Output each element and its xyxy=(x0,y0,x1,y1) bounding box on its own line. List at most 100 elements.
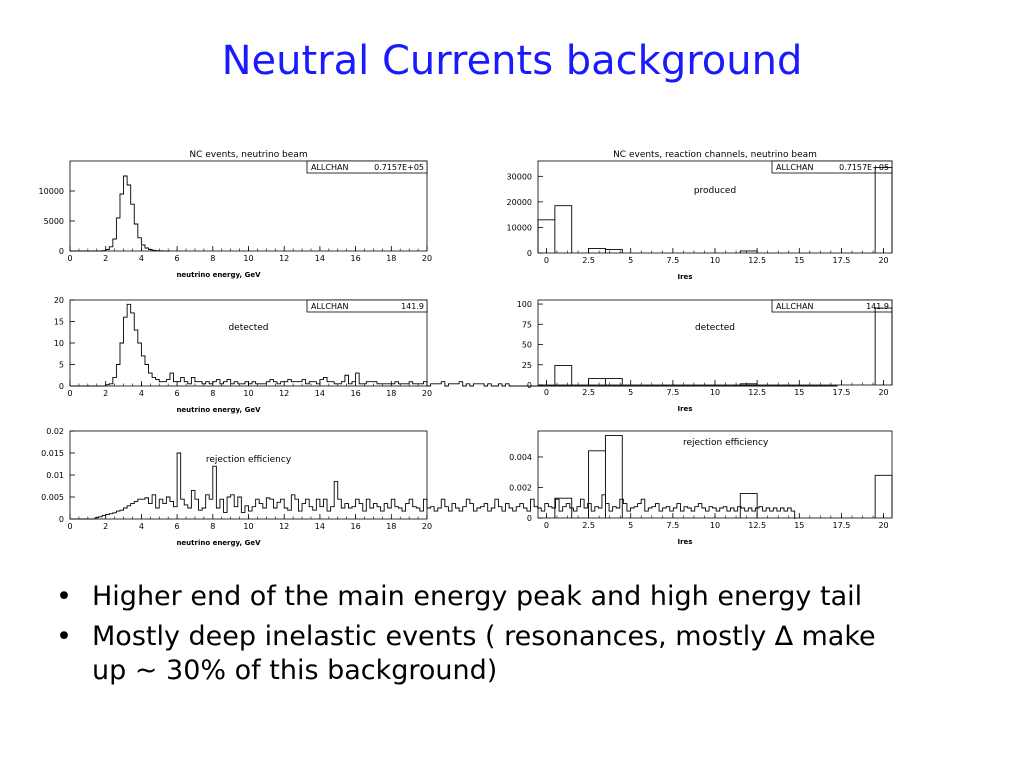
bullet-item: • Higher end of the main energy peak and … xyxy=(56,580,916,614)
y-tick-label: 50 xyxy=(522,341,532,350)
x-axis-label: neutrino energy, GeV xyxy=(176,406,261,414)
y-tick-label: 10000 xyxy=(507,223,532,232)
x-tick-label: 2 xyxy=(103,254,108,263)
plot-annotation: produced xyxy=(694,186,736,196)
y-tick-label: 0 xyxy=(527,381,532,390)
x-tick-label: 18 xyxy=(386,522,396,531)
y-tick-label: 0 xyxy=(527,514,532,523)
x-tick-label: 8 xyxy=(210,389,215,398)
x-tick-label: 4 xyxy=(139,389,144,398)
x-tick-label: 10 xyxy=(710,521,720,530)
x-tick-label: 5 xyxy=(628,256,633,265)
y-tick-label: 25 xyxy=(522,361,532,370)
x-tick-label: 12 xyxy=(279,522,289,531)
plot-ires-rejection: 0 2.5 5 7.5 10 12.5 15 17.5 20 0 0.002 0.004 Ires rej… xyxy=(509,430,893,546)
y-tick-label: 20 xyxy=(54,296,64,305)
x-tick-label: 0 xyxy=(544,521,549,530)
stat-value: 141.9 xyxy=(866,302,889,311)
plot-annotation: rejection efficiency xyxy=(683,438,769,448)
x-tick-label: 6 xyxy=(175,254,180,263)
bullet-dot: • xyxy=(56,621,72,652)
x-tick-label: 14 xyxy=(315,522,325,531)
stat-box xyxy=(306,299,428,313)
y-tick-label: 10000 xyxy=(39,187,64,196)
x-tick-label: 16 xyxy=(351,522,361,531)
x-tick-label: 6 xyxy=(175,389,180,398)
plot-frame xyxy=(537,299,893,386)
x-tick-label: 0 xyxy=(67,389,72,398)
bullet-text: Mostly deep inelastic events ( resonance… xyxy=(92,621,876,686)
y-tick-label: 0.015 xyxy=(41,449,64,458)
x-tick-label: 2.5 xyxy=(582,256,595,265)
x-tick-label: 15 xyxy=(794,388,804,397)
x-axis-label: neutrino energy, GeV xyxy=(176,539,261,547)
x-tick-label: 10 xyxy=(243,389,253,398)
x-tick-label: 7.5 xyxy=(666,256,679,265)
x-tick-label: 4 xyxy=(139,522,144,531)
stat-value: 141.9 xyxy=(401,302,424,311)
x-tick-label: 8 xyxy=(210,254,215,263)
chart-title: NC events, neutrino beam xyxy=(189,150,307,160)
y-tick-label: 0 xyxy=(527,249,532,258)
plot-annotation: detected xyxy=(228,323,268,333)
x-tick-label: 10 xyxy=(710,388,720,397)
plot-ires-produced: NC events, reaction channels, neutrino b… xyxy=(507,150,893,281)
x-axis-label: Ires xyxy=(678,273,693,281)
y-tick-label: 0 xyxy=(59,247,64,256)
slide-title: Neutral Currents background xyxy=(221,38,803,84)
y-tick-label: 5 xyxy=(59,361,64,370)
x-tick-label: 2.5 xyxy=(582,388,595,397)
stat-box xyxy=(771,299,893,313)
plot-annotation: rejection efficiency xyxy=(206,455,292,465)
x-tick-label: 18 xyxy=(386,254,396,263)
x-tick-label: 2.5 xyxy=(582,521,595,530)
x-tick-label: 10 xyxy=(243,522,253,531)
x-tick-label: 15 xyxy=(794,521,804,530)
x-tick-label: 2 xyxy=(103,389,108,398)
x-tick-label: 6 xyxy=(175,522,180,531)
x-tick-label: 14 xyxy=(315,389,325,398)
y-tick-label: 0.02 xyxy=(46,427,64,436)
y-tick-label: 0 xyxy=(59,515,64,524)
stat-value: 0.7157E+05 xyxy=(839,163,889,172)
x-tick-label: 4 xyxy=(139,254,144,263)
y-tick-label: 30000 xyxy=(507,172,532,181)
x-tick-label: 8 xyxy=(210,522,215,531)
x-tick-label: 17.5 xyxy=(833,388,851,397)
x-tick-label: 2 xyxy=(103,522,108,531)
bullet-text: Higher end of the main energy peak and h… xyxy=(92,581,863,612)
bullet-item: • Mostly deep inelastic events ( resonanc… xyxy=(56,620,916,688)
x-tick-label: 15 xyxy=(794,256,804,265)
plot-annotation: detected xyxy=(695,323,735,333)
stat-label: ALLCHAN xyxy=(776,163,813,172)
x-tick-label: 7.5 xyxy=(666,388,679,397)
plot-detected-energy: ALLCHAN 141.9 0 2 4 6 8 10 12 14 16 18 20 0 5 10 15 20 neu… xyxy=(54,296,838,414)
y-tick-label: 15 xyxy=(54,318,64,327)
stat-label: ALLCHAN xyxy=(311,163,348,172)
x-tick-label: 20 xyxy=(422,389,432,398)
x-tick-label: 10 xyxy=(243,254,253,263)
plot-nc-energy: NC events, neutrino beam ALLCHAN 0.7157E+0… xyxy=(39,150,433,279)
x-tick-label: 0 xyxy=(67,254,72,263)
stat-value: 0.7157E+05 xyxy=(374,163,424,172)
histogram-bars xyxy=(554,435,893,518)
x-tick-label: 20 xyxy=(422,254,432,263)
x-tick-label: 0 xyxy=(544,388,549,397)
y-tick-label: 0.01 xyxy=(46,471,64,480)
x-axis-label: Ires xyxy=(678,405,693,413)
plot-rejection-energy: 0 2 4 6 8 10 12 14 16 18 20 0 0.005 0.01 0.015 0.02 neut… xyxy=(41,427,796,547)
x-axis-label: neutrino energy, GeV xyxy=(176,271,261,279)
x-tick-label: 12 xyxy=(279,254,289,263)
histogram-bars xyxy=(554,307,893,385)
x-tick-label: 20 xyxy=(878,388,888,397)
x-tick-label: 12 xyxy=(279,389,289,398)
x-tick-label: 20 xyxy=(878,521,888,530)
x-tick-label: 7.5 xyxy=(666,521,679,530)
stat-label: ALLCHAN xyxy=(776,302,813,311)
plot-frame xyxy=(537,160,893,254)
y-tick-label: 5000 xyxy=(44,217,64,226)
histogram-bars xyxy=(537,166,893,253)
y-tick-label: 0.004 xyxy=(509,453,532,462)
x-tick-label: 14 xyxy=(315,254,325,263)
x-axis-label: Ires xyxy=(678,538,693,546)
